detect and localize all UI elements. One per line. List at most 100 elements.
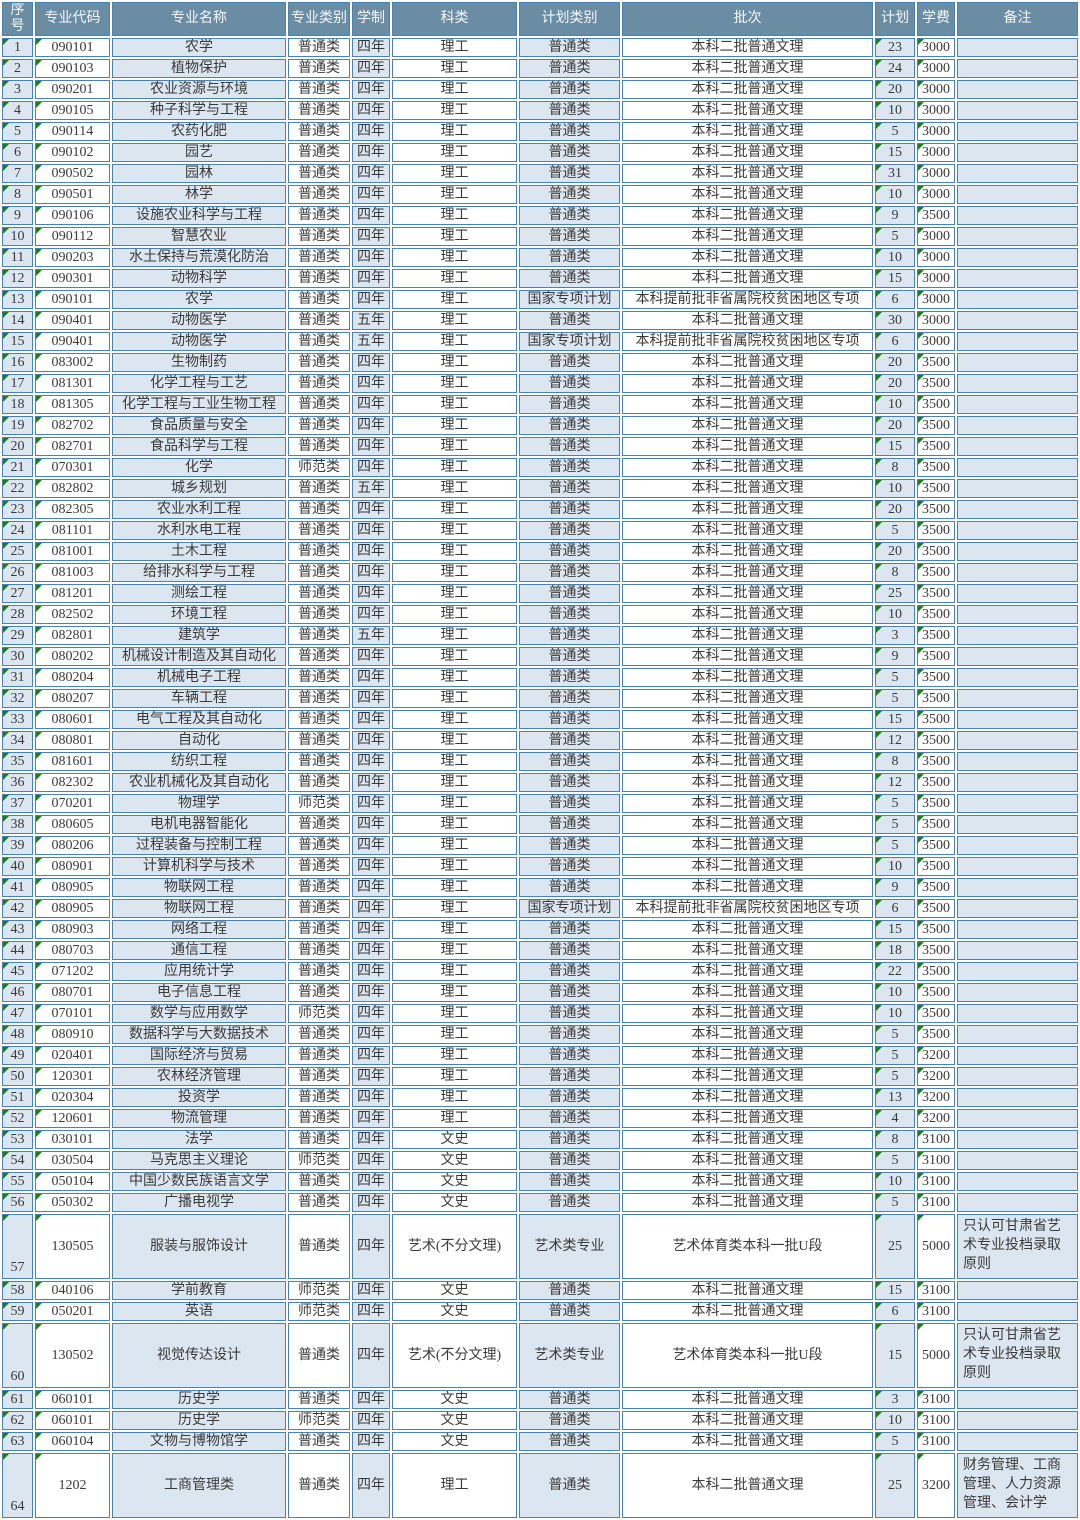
cell: 普通类: [288, 206, 350, 226]
cell: 普通类: [519, 437, 620, 457]
cell: 普通类: [288, 647, 350, 667]
cell: 本科二批普通文理: [622, 941, 873, 961]
cell: 43: [2, 920, 33, 940]
cell: 62: [2, 1411, 33, 1431]
table-row: 29 082801 建筑学 普通类 五年 理工 普通类 本科二批普通文理 3 3500: [2, 626, 1078, 646]
cell: 普通类: [288, 500, 350, 520]
table-row: 25 081001 土木工程 普通类 四年 理工 普通类 本科二批普通文理 20 3500: [2, 542, 1078, 562]
cell: 030101: [35, 1130, 110, 1150]
cell: 四年: [352, 605, 390, 625]
cell: 理工: [392, 752, 517, 772]
cell: 普通类: [519, 857, 620, 877]
cell: 7: [2, 164, 33, 184]
cell: [957, 605, 1078, 625]
cell: 9: [875, 878, 915, 898]
cell: 普通类: [519, 668, 620, 688]
cell: 普通类: [288, 374, 350, 394]
table-row: 9 090106 设施农业科学与工程 普通类 四年 理工 普通类 本科二批普通文理 9 3500: [2, 206, 1078, 226]
cell: 物联网工程: [112, 899, 286, 919]
table-row: 33 080601 电气工程及其自动化 普通类 四年 理工 普通类 本科二批普通文理 15 350…: [2, 710, 1078, 730]
cell: 31: [2, 668, 33, 688]
cell: 080703: [35, 941, 110, 961]
cell: 120601: [35, 1109, 110, 1129]
cell: 3200: [917, 1453, 955, 1519]
cell: 学前教育: [112, 1281, 286, 1301]
cell: 15: [875, 437, 915, 457]
cell: 080206: [35, 836, 110, 856]
cell: 5: [875, 521, 915, 541]
cell: 本科二批普通文理: [622, 185, 873, 205]
cell: 普通类: [519, 1004, 620, 1024]
cell: [957, 542, 1078, 562]
cell: 1202: [35, 1453, 110, 1519]
cell: 艺术体育类本科一批U段: [622, 1214, 873, 1280]
cell: [957, 479, 1078, 499]
cell: 服装与服饰设计: [112, 1214, 286, 1280]
cell: 070201: [35, 794, 110, 814]
cell: 四年: [352, 1109, 390, 1129]
cell: 15: [875, 1281, 915, 1301]
cell: 090106: [35, 206, 110, 226]
cell: [957, 1109, 1078, 1129]
column-header-7: 计划类别: [519, 2, 620, 37]
cell: 通信工程: [112, 941, 286, 961]
cell: 10: [875, 101, 915, 121]
cell: 本科二批普通文理: [622, 857, 873, 877]
table-row: 57 130505 服装与服饰设计 普通类 四年 艺术(不分文理) 艺术类专业 艺术体育类本科…: [2, 1214, 1078, 1280]
cell: 4: [2, 101, 33, 121]
table-header-row: 序号 专业代码 专业名称 专业类别 学制 科类 计划类别 批次 计划 学费 备注: [2, 2, 1078, 37]
cell: [957, 710, 1078, 730]
cell: 3: [2, 80, 33, 100]
table-row: 32 080207 车辆工程 普通类 四年 理工 普通类 本科二批普通文理 5 3500: [2, 689, 1078, 709]
cell: 普通类: [519, 1151, 620, 1171]
cell: 只认可甘肃省艺术专业投档录取原则: [957, 1323, 1078, 1389]
cell: 林学: [112, 185, 286, 205]
cell: 普通类: [519, 164, 620, 184]
cell: 3500: [917, 794, 955, 814]
cell: 3000: [917, 164, 955, 184]
cell: [957, 206, 1078, 226]
cell: 四年: [352, 857, 390, 877]
cell: 本科二批普通文理: [622, 962, 873, 982]
cell: 机械设计制造及其自动化: [112, 647, 286, 667]
cell: 11: [2, 248, 33, 268]
cell: 5: [2, 122, 33, 142]
cell: 应用统计学: [112, 962, 286, 982]
cell: 12: [875, 773, 915, 793]
cell: 普通类: [519, 1130, 620, 1150]
cell: 25: [875, 1214, 915, 1280]
cell: 普通类: [288, 1390, 350, 1410]
table-row: 34 080801 自动化 普通类 四年 理工 普通类 本科二批普通文理 12 3500: [2, 731, 1078, 751]
table-row: 16 083002 生物制药 普通类 四年 理工 普通类 本科二批普通文理 20 3500: [2, 353, 1078, 373]
cell: 普通类: [288, 584, 350, 604]
cell: [957, 1088, 1078, 1108]
cell: 普通类: [519, 248, 620, 268]
cell: 3500: [917, 920, 955, 940]
cell: 3000: [917, 269, 955, 289]
cell: 5: [875, 1067, 915, 1087]
cell: 理工: [392, 1067, 517, 1087]
cell: 四年: [352, 1432, 390, 1452]
cell: 3100: [917, 1432, 955, 1452]
cell: 四年: [352, 38, 390, 58]
cell: 普通类: [288, 311, 350, 331]
cell: 083002: [35, 353, 110, 373]
cell: 车辆工程: [112, 689, 286, 709]
cell: 自动化: [112, 731, 286, 751]
table-row: 27 081201 测绘工程 普通类 四年 理工 普通类 本科二批普通文理 25 3500: [2, 584, 1078, 604]
cell: 46: [2, 983, 33, 1003]
table-row: 10 090112 智慧农业 普通类 四年 理工 普通类 本科二批普通文理 5 3000: [2, 227, 1078, 247]
cell: 3500: [917, 1004, 955, 1024]
cell: 普通类: [519, 1109, 620, 1129]
table-row: 51 020304 投资学 普通类 四年 理工 普通类 本科二批普通文理 13 3200: [2, 1088, 1078, 1108]
cell: 090401: [35, 332, 110, 352]
cell: 080202: [35, 647, 110, 667]
column-header-9: 计划: [875, 2, 915, 37]
table-row: 36 082302 农业机械化及其自动化 普通类 四年 理工 普通类 本科二批普通文理 12 35…: [2, 773, 1078, 793]
table-row: 3 090201 农业资源与环境 普通类 四年 理工 普通类 本科二批普通文理 20 3000: [2, 80, 1078, 100]
cell: 3500: [917, 521, 955, 541]
cell: 普通类: [519, 1432, 620, 1452]
cell: [957, 416, 1078, 436]
table-row: 44 080703 通信工程 普通类 四年 理工 普通类 本科二批普通文理 18 3500: [2, 941, 1078, 961]
cell: [957, 374, 1078, 394]
